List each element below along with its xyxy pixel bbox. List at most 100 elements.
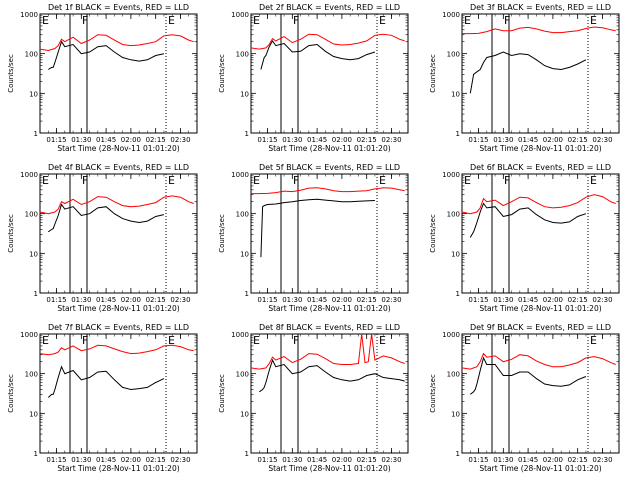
- x-tick-label: 01:15: [257, 296, 277, 304]
- y-tick-label: 100: [25, 371, 38, 379]
- y-tick-label: 10: [240, 410, 249, 418]
- y-tick-label: 1: [456, 450, 460, 458]
- x-tick-label: 02:00: [332, 296, 352, 304]
- x-tick-label: 01:30: [71, 296, 91, 304]
- y-tick-label: 10: [29, 410, 38, 418]
- y-tick-label: 1: [245, 450, 249, 458]
- x-tick-label: 02:30: [592, 296, 612, 304]
- y-tick-label: 1000: [20, 331, 38, 339]
- x-tick-label: 02:15: [357, 296, 377, 304]
- x-tick-label: 01:45: [307, 296, 327, 304]
- y-tick-label: 10: [451, 250, 460, 258]
- plot-frame: [39, 173, 198, 294]
- x-axis-label: Start Time (28-Nov-11 01:01:20): [479, 464, 601, 473]
- x-tick-label: 02:30: [381, 296, 401, 304]
- x-tick-label: 01:15: [46, 296, 66, 304]
- y-axis-label: Counts/sec: [7, 374, 15, 413]
- series-line-events: [47, 365, 165, 398]
- x-tick-label: 02:00: [121, 136, 141, 144]
- marker-label: E: [168, 174, 175, 187]
- x-tick-label: 02:15: [568, 456, 588, 464]
- y-tick-label: 10: [240, 90, 249, 98]
- x-tick-label: 01:15: [46, 136, 66, 144]
- x-tick-label: 02:00: [332, 456, 352, 464]
- x-tick-label: 01:15: [468, 136, 488, 144]
- y-tick-label: 10: [451, 410, 460, 418]
- x-axis-label: Start Time (28-Nov-11 01:01:20): [268, 464, 390, 473]
- y-tick-label: 1000: [442, 171, 460, 179]
- y-tick-label: 1: [456, 130, 460, 138]
- chart-title: Det 5f BLACK = Events, RED = LLD: [259, 163, 400, 172]
- chart-title: Det 2f BLACK = Events, RED = LLD: [259, 3, 400, 12]
- x-tick-label: 02:00: [543, 136, 563, 144]
- x-tick-label: 01:30: [71, 136, 91, 144]
- y-tick-label: 100: [447, 51, 460, 59]
- chart-title: Det 9f BLACK = Events, RED = LLD: [470, 323, 611, 332]
- marker-label: E: [464, 174, 471, 187]
- series-line-events: [469, 202, 587, 238]
- marker-label: E: [42, 14, 49, 27]
- x-tick-label: 02:00: [543, 296, 563, 304]
- marker-label: F: [82, 174, 88, 187]
- x-tick-label: 02:30: [592, 136, 612, 144]
- y-tick-label: 100: [25, 211, 38, 219]
- marker-label: F: [293, 174, 299, 187]
- plot-frame: [250, 333, 409, 454]
- chart-panel-6: Det 6f BLACK = Events, RED = LLD 1 10 100 10…: [429, 163, 620, 313]
- x-tick-label: 02:00: [121, 296, 141, 304]
- series-line-lld: [462, 26, 616, 35]
- x-tick-label: 01:45: [518, 296, 538, 304]
- y-tick-label: 1000: [20, 171, 38, 179]
- x-axis-label: Start Time (28-Nov-11 01:01:20): [479, 304, 601, 313]
- marker-label: E: [379, 14, 386, 27]
- series-line-lld: [39, 34, 194, 52]
- y-tick-label: 1000: [231, 331, 249, 339]
- y-tick-label: 1: [34, 450, 38, 458]
- chart-panel-5: Det 5f BLACK = Events, RED = LLD 1 10 100 10…: [218, 163, 409, 313]
- y-axis-label: Counts/sec: [7, 214, 15, 253]
- x-axis-label: Start Time (28-Nov-11 01:01:20): [57, 304, 179, 313]
- x-tick-label: 02:30: [170, 296, 190, 304]
- plot-frame: [39, 13, 198, 134]
- marker-label: F: [82, 14, 88, 27]
- marker-label: E: [168, 334, 175, 347]
- chart-panel-1: Det 1f BLACK = Events, RED = LLD 1 10 100 10…: [7, 3, 198, 153]
- x-tick-label: 02:15: [146, 456, 166, 464]
- y-tick-label: 1: [456, 290, 460, 298]
- x-tick-label: 02:30: [381, 136, 401, 144]
- x-tick-label: 01:45: [307, 456, 327, 464]
- marker-label: F: [82, 334, 88, 347]
- x-axis-label: Start Time (28-Nov-11 01:01:20): [479, 144, 601, 153]
- chart-title: Det 6f BLACK = Events, RED = LLD: [470, 163, 611, 172]
- x-axis-label: Start Time (28-Nov-11 01:01:20): [268, 304, 390, 313]
- y-tick-label: 100: [447, 211, 460, 219]
- chart-panel-4: Det 4f BLACK = Events, RED = LLD 1 10 100 10…: [7, 163, 198, 313]
- y-tick-label: 100: [25, 51, 38, 59]
- x-tick-label: 01:30: [493, 296, 513, 304]
- y-tick-label: 1000: [20, 11, 38, 19]
- marker-label: E: [253, 334, 260, 347]
- x-tick-label: 01:15: [468, 296, 488, 304]
- chart-panel-2: Det 2f BLACK = Events, RED = LLD 1 10 100 10…: [218, 3, 409, 153]
- x-tick-label: 02:30: [592, 456, 612, 464]
- marker-label: E: [590, 174, 597, 187]
- x-tick-label: 02:15: [568, 136, 588, 144]
- x-tick-label: 01:15: [468, 456, 488, 464]
- series-line-lld: [39, 344, 194, 356]
- marker-label: F: [504, 14, 510, 27]
- x-tick-label: 01:15: [257, 136, 277, 144]
- marker-label: E: [379, 334, 386, 347]
- y-axis-label: Counts/sec: [429, 54, 437, 93]
- plot-frame: [461, 333, 620, 454]
- x-tick-label: 02:15: [357, 456, 377, 464]
- y-tick-label: 1000: [442, 331, 460, 339]
- series-line-events: [259, 358, 405, 393]
- x-tick-label: 01:45: [518, 136, 538, 144]
- series-line-events: [48, 203, 165, 233]
- x-tick-label: 02:00: [332, 136, 352, 144]
- series-line-lld: [461, 194, 616, 215]
- series-line-lld: [250, 33, 405, 50]
- x-axis-label: Start Time (28-Nov-11 01:01:20): [268, 144, 390, 153]
- y-tick-label: 10: [240, 250, 249, 258]
- y-tick-label: 10: [29, 250, 38, 258]
